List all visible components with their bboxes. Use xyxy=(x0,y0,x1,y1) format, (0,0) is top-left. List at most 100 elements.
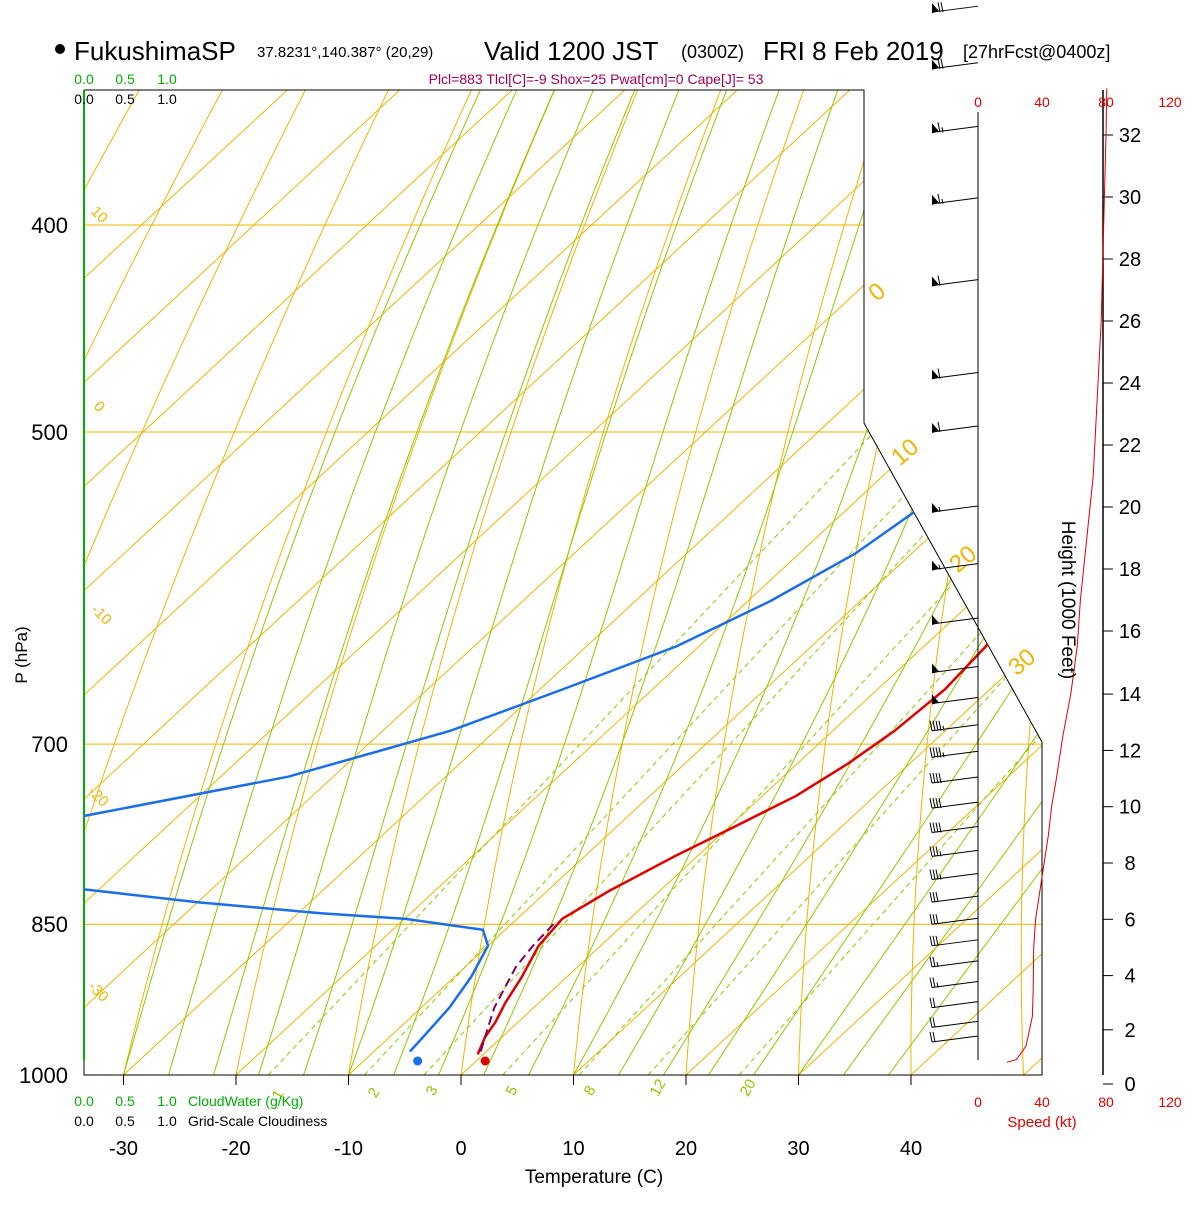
speed-label: Speed (kt) xyxy=(1007,1114,1076,1131)
dry-adiabat-label: -10 xyxy=(88,601,115,628)
height-tick-label: 16 xyxy=(1119,621,1141,643)
cloudiness-bottom-tick: 0.5 xyxy=(115,1113,135,1129)
surface-dewpoint-marker xyxy=(413,1056,422,1065)
moist-adiabat-line xyxy=(304,0,768,1075)
wind-barb-shaft xyxy=(932,618,978,624)
axis-ticks: 100-10-20-300102030123581220250300400500… xyxy=(19,0,1141,1160)
isotherm-line xyxy=(1024,0,1200,1075)
wind-barb-shaft xyxy=(932,802,978,808)
dry-adiabat-label: -20 xyxy=(85,783,112,810)
valid-time: Valid 1200 JST xyxy=(484,36,659,66)
isotherm-line xyxy=(911,0,1200,1075)
moist-adiabat-label: 20 xyxy=(944,540,982,578)
temp-tick-label: 20 xyxy=(675,1138,697,1160)
cloud-water-top-tick: 0.0 xyxy=(74,71,94,87)
dewpoint-line xyxy=(0,0,1200,1052)
wind-barb-flag xyxy=(933,936,935,946)
mixing-ratio-label: 12 xyxy=(647,1076,670,1099)
moist-adiabat-label: 30 xyxy=(1003,643,1041,681)
wind-barb-flag xyxy=(933,846,935,856)
wind-barb-flag xyxy=(933,914,935,924)
dry-adiabat-label: 10 xyxy=(87,203,111,227)
height-tick-label: 6 xyxy=(1124,909,1135,931)
cloudiness-bottom-tick: 1.0 xyxy=(157,1113,177,1129)
height-tick-label: 24 xyxy=(1119,373,1141,395)
mixing-ratio-label: 8 xyxy=(581,1083,600,1099)
speed-bottom-tick: 80 xyxy=(1098,1094,1114,1110)
dry-adiabat-label: -30 xyxy=(85,978,112,1005)
wind-barb-shaft xyxy=(932,918,978,924)
wind-barb-flag xyxy=(933,1032,935,1042)
height-tick-label: 28 xyxy=(1119,249,1141,271)
moist-adiabat-label: 10 xyxy=(886,433,924,471)
plot-frame xyxy=(84,90,1042,1075)
wind-barb-flag xyxy=(936,936,938,946)
profile-lines xyxy=(0,0,1200,1065)
wind-barb-shaft xyxy=(932,1036,978,1042)
temp-tick-label: 40 xyxy=(900,1138,922,1160)
moist-adiabat-line xyxy=(484,0,954,1075)
cloud-water-top-tick: 0.5 xyxy=(115,71,135,87)
mixing-ratio-line xyxy=(424,225,1200,1075)
pressure-tick-label: 1000 xyxy=(19,1063,68,1088)
height-tick-label: 14 xyxy=(1119,684,1141,706)
moist-adiabat-line xyxy=(349,0,809,1075)
wind-barb-flag xyxy=(933,1017,935,1027)
height-tick-label: 8 xyxy=(1124,853,1135,875)
wind-barb-flag xyxy=(933,773,935,783)
height-tick-label: 10 xyxy=(1119,797,1141,819)
height-axis-title: Height (1000 Feet) xyxy=(1057,521,1078,679)
dry-adiabat-line xyxy=(569,0,936,1120)
temp-tick-label: -10 xyxy=(334,1138,363,1160)
valid-date: FRI 8 Feb 2019 xyxy=(763,36,944,66)
surface-temperature-marker xyxy=(481,1056,490,1065)
temp-tick-label: -20 xyxy=(222,1138,251,1160)
wind-barb-flag xyxy=(933,823,935,833)
moist-adiabat-line xyxy=(439,0,900,1075)
moist-adiabat-line xyxy=(664,0,1200,1075)
forecast-info: [27hrFcst@0400z] xyxy=(963,42,1110,62)
y-axis-title: P (hPa) xyxy=(12,626,31,683)
wind-barb-flag xyxy=(930,998,932,1008)
dry-adiabat-line xyxy=(0,0,263,1120)
wind-barb-flag xyxy=(936,721,938,731)
wind-barb-flag xyxy=(930,978,932,988)
mixing-ratio-line xyxy=(364,225,1156,1075)
wind-barb-flag xyxy=(933,721,935,731)
height-tick-label: 26 xyxy=(1119,311,1141,333)
speed-top-tick: 0 xyxy=(974,94,982,110)
dry-adiabat-label: 0 xyxy=(90,398,108,416)
wind-barb-flag xyxy=(933,747,935,757)
moist-adiabat-line xyxy=(619,0,1168,1075)
pressure-tick-label: 850 xyxy=(31,912,68,937)
stability-indices: Plcl=883 Tlcl[C]=-9 Shox=25 Pwat[cm]=0 C… xyxy=(429,71,764,87)
mixing-ratio-label: 20 xyxy=(737,1076,760,1099)
dry-adiabat-line xyxy=(1021,0,1200,1120)
temp-tick-label: 0 xyxy=(455,1138,466,1160)
wind-barb-flag xyxy=(933,978,935,988)
wind-barb-flag xyxy=(936,798,938,808)
mixing-ratio-line xyxy=(503,225,1200,1075)
wind-barb-shaft xyxy=(932,1002,978,1008)
mixing-ratio-line xyxy=(648,225,1200,1075)
isotherm-line xyxy=(0,0,1200,1075)
wind-barb-half-flag xyxy=(943,726,944,731)
wind-barb-flag xyxy=(933,892,935,902)
wind-barb-flag xyxy=(933,870,935,880)
moist-adiabat-line xyxy=(124,0,628,1075)
height-tick-label: 20 xyxy=(1119,497,1141,519)
dry-adiabat-line xyxy=(113,0,637,1120)
height-tick-label: 12 xyxy=(1119,740,1141,762)
height-tick-label: 22 xyxy=(1119,435,1141,457)
station-dot-icon xyxy=(55,44,65,54)
speed-bottom-tick: 0 xyxy=(974,1094,982,1110)
cloud-water-bottom-tick: 0.5 xyxy=(115,1093,135,1109)
height-tick-label: 18 xyxy=(1119,559,1141,581)
cloudiness-bottom-tick: 0.0 xyxy=(74,1113,94,1129)
wind-barb-shaft xyxy=(932,1021,978,1027)
wind-barb-flag xyxy=(930,870,932,880)
speed-top-tick: 120 xyxy=(1158,94,1182,110)
height-tick-label: 32 xyxy=(1119,125,1141,147)
